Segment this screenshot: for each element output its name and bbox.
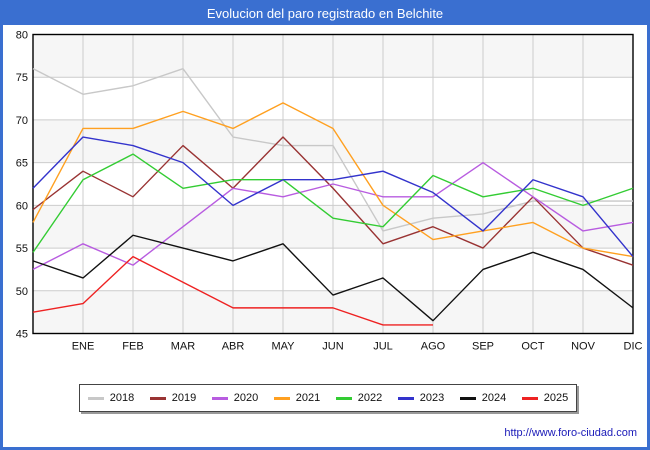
series-line-2023	[32, 136, 634, 258]
x-tick-label: JUN	[322, 341, 343, 353]
x-tick-label: NOV	[571, 341, 596, 353]
legend-item-2021: 2021	[273, 392, 321, 404]
series-line-2022	[32, 153, 634, 253]
x-tick-label: ENE	[72, 341, 95, 353]
legend-item-2018: 2018	[87, 392, 135, 404]
legend-item-2020: 2020	[211, 392, 259, 404]
x-tick-label: ABR	[222, 341, 245, 353]
chart-title: Evolucion del paro registrado en Belchit…	[3, 3, 647, 25]
legend-dash-2022	[335, 396, 352, 400]
legend-label-2019: 2019	[171, 392, 197, 404]
legend-label-2018: 2018	[109, 392, 135, 404]
legend-item-2023: 2023	[397, 392, 445, 404]
legend-dash-2020	[211, 396, 228, 400]
y-tick-label: 65	[16, 158, 28, 170]
y-tick-label: 45	[16, 329, 28, 341]
legend-label-2023: 2023	[419, 392, 445, 404]
foro-ciudad-link[interactable]: http://www.foro-ciudad.com	[504, 427, 637, 439]
legend-item-2024: 2024	[459, 392, 507, 404]
x-tick-label: MAR	[171, 341, 196, 353]
legend-dash-2023	[397, 396, 414, 400]
legend-item-2022: 2022	[335, 392, 383, 404]
x-tick-label: JUL	[373, 341, 393, 353]
x-tick-label: MAY	[271, 341, 295, 353]
x-tick-label: DIC	[624, 341, 643, 353]
legend-label-2024: 2024	[481, 392, 507, 404]
legend-dash-2024	[459, 396, 476, 400]
legend-dash-2018	[87, 396, 104, 400]
y-tick-label: 55	[16, 243, 28, 255]
series-line-2025	[32, 255, 433, 326]
legend-label-2021: 2021	[295, 392, 321, 404]
y-tick-label: 80	[16, 30, 28, 42]
series-line-2024	[32, 234, 634, 322]
legend-dash-2019	[149, 396, 166, 400]
y-tick-label: 70	[16, 115, 28, 127]
y-tick-label: 75	[16, 72, 28, 84]
legend-dash-2021	[273, 396, 290, 400]
y-tick-label: 60	[16, 200, 28, 212]
x-tick-label: FEB	[122, 341, 143, 353]
plot-border	[32, 33, 634, 335]
y-tick-label: 50	[16, 286, 28, 298]
legend-label-2020: 2020	[233, 392, 259, 404]
series-line-2021	[32, 102, 634, 258]
chart-legend: 2018 2019 2020 2021 2022 2023 2024 2025	[79, 384, 577, 412]
legend-item-2019: 2019	[149, 392, 197, 404]
legend-label-2022: 2022	[357, 392, 383, 404]
x-tick-label: AGO	[421, 341, 446, 353]
x-tick-label: OCT	[521, 341, 545, 353]
series-line-2018	[32, 67, 633, 232]
legend-item-2025: 2025	[521, 392, 569, 404]
legend-dash-2025	[521, 396, 538, 400]
x-tick-label: SEP	[472, 341, 494, 353]
legend-label-2025: 2025	[543, 392, 569, 404]
series-line-2020	[32, 161, 634, 271]
line-chart: 80 75 70 65 60 55 50 45 ENE FEB MAR ABR MAY JUN JUL AGO…	[16, 30, 643, 353]
